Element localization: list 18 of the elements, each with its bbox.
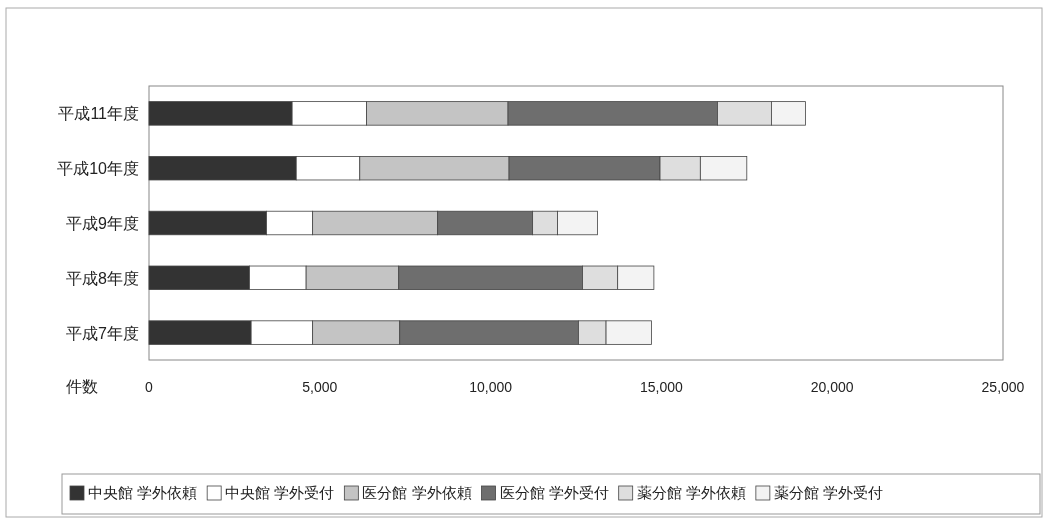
legend-label: 薬分館 学外依頼	[636, 484, 746, 501]
x-tick-label: 25,000	[981, 379, 1025, 395]
legend-label: 中央館 学外受付	[225, 484, 335, 501]
x-tick-label: 20,000	[810, 379, 854, 395]
x-tick-label: 10,000	[469, 379, 513, 395]
x-tick-label: 15,000	[639, 379, 684, 395]
legend-label: 薬分館 学外受付	[773, 484, 884, 501]
x-axis-title: 件数	[66, 378, 98, 395]
y-tick-label: 平成8年度	[66, 269, 139, 287]
legend-label: 中央館 学外依頼	[88, 484, 198, 501]
x-tick-label: 0	[145, 379, 154, 395]
x-tick-label: 5,000	[302, 379, 338, 395]
legend-label: 医分館 学外受付	[499, 484, 609, 501]
y-tick-label: 平成10年度	[57, 160, 139, 178]
y-tick-label: 平成11年度	[58, 105, 139, 123]
legend-label: 医分館 学外依頼	[362, 484, 472, 501]
y-tick-label: 平成9年度	[66, 215, 139, 232]
y-tick-label: 平成7年度	[66, 324, 139, 342]
